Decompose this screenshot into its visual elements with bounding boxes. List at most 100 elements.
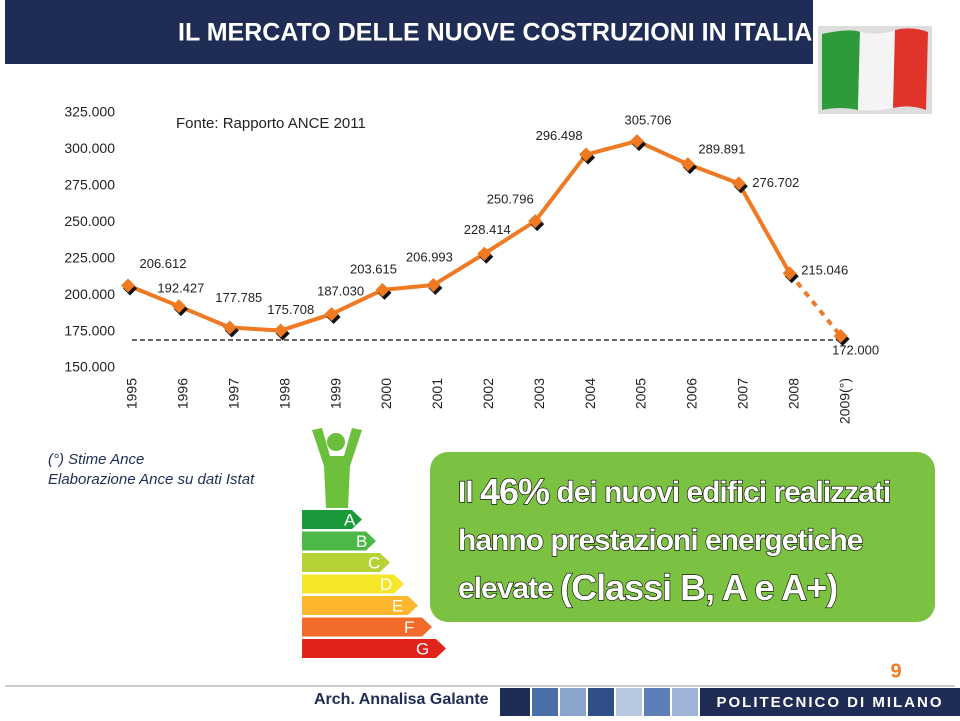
marker bbox=[579, 147, 594, 162]
line-segment bbox=[585, 139, 638, 157]
chart-source: Fonte: Rapporto ANCE 2011 bbox=[176, 115, 366, 132]
energy-letter: G bbox=[416, 639, 429, 658]
marker bbox=[273, 323, 288, 338]
flag bbox=[818, 26, 932, 114]
callout-text: dei nuovi edifici realizzati bbox=[549, 476, 890, 509]
x-tick-label: 2009(°) bbox=[836, 378, 852, 424]
person-icon bbox=[312, 428, 362, 508]
energy-bar bbox=[302, 596, 418, 615]
marker bbox=[171, 299, 186, 314]
footer-squares bbox=[500, 688, 698, 716]
x-tick-label: 1999 bbox=[327, 378, 343, 409]
energy-letter: C bbox=[368, 553, 380, 572]
x-tick-label: 2006 bbox=[684, 378, 700, 409]
callout-line: Il 46% dei nuovi edifici realizzati bbox=[458, 471, 890, 512]
callout-text: (Classi B, A e A+) bbox=[560, 567, 837, 608]
callout: Il 46% dei nuovi edifici realizzati hanno… bbox=[457, 470, 891, 608]
x-tick-label: 1998 bbox=[276, 378, 292, 409]
value-label: 215.046 bbox=[801, 263, 848, 278]
marker bbox=[121, 278, 135, 293]
page-number: 9 bbox=[890, 660, 901, 682]
callout-text: elevate bbox=[458, 572, 560, 605]
line-segment bbox=[229, 325, 281, 333]
callout-text: hanno prestazioni energetiche bbox=[458, 524, 863, 557]
chart: 150.000 175.000 200.000 225.000 250.000 275.0… bbox=[64, 104, 879, 424]
marker bbox=[426, 277, 441, 292]
x-tick-label: 2003 bbox=[531, 378, 547, 409]
value-label: 187.030 bbox=[317, 283, 364, 298]
value-label: 203.615 bbox=[350, 261, 397, 276]
x-tick-label: 2005 bbox=[633, 378, 649, 409]
x-tick-label: 1996 bbox=[175, 378, 191, 409]
x-tick-label: 1997 bbox=[226, 378, 242, 409]
x-tick-label: 1995 bbox=[124, 378, 140, 409]
institution: POLITECNICO DI MILANO bbox=[717, 694, 944, 711]
x-tick-label: 2007 bbox=[735, 378, 751, 409]
energy-letter: E bbox=[392, 596, 403, 615]
value-label: 228.414 bbox=[464, 222, 511, 237]
marker bbox=[375, 282, 390, 297]
marker bbox=[731, 176, 746, 191]
marker bbox=[528, 214, 543, 229]
line-segment bbox=[788, 271, 843, 338]
value-label: 276.702 bbox=[752, 175, 799, 190]
slide-title: IL MERCATO DELLE NUOVE COSTRUZIONI IN IT… bbox=[178, 19, 812, 47]
title-bar bbox=[5, 0, 813, 64]
y-tick-label: 200.000 bbox=[64, 286, 115, 302]
value-label: 192.427 bbox=[157, 281, 204, 296]
line-segment bbox=[432, 252, 486, 287]
callout-box bbox=[430, 452, 935, 622]
value-label: 296.498 bbox=[536, 128, 583, 143]
x-tick-label: 2000 bbox=[378, 378, 394, 409]
line-segment bbox=[330, 288, 384, 316]
energy-bar bbox=[302, 639, 446, 658]
marker bbox=[630, 134, 644, 149]
author: Arch. Annalisa Galante bbox=[314, 691, 489, 708]
energy-bar bbox=[302, 574, 404, 594]
marker bbox=[477, 246, 492, 261]
energy-bar bbox=[302, 531, 376, 551]
value-label: 305.706 bbox=[625, 113, 672, 128]
energy-bar bbox=[302, 510, 362, 529]
energy-letter: A bbox=[344, 510, 356, 529]
marker bbox=[222, 320, 237, 335]
y-tick-label: 150.000 bbox=[64, 359, 115, 375]
value-label: 250.796 bbox=[487, 192, 534, 207]
callout-line: hanno prestazioni energetiche bbox=[458, 524, 863, 557]
value-label: 177.785 bbox=[215, 290, 262, 305]
callout-line: elevate (Classi B, A e A+) bbox=[458, 567, 837, 608]
value-label: 172.000 bbox=[832, 342, 879, 357]
value-label: 175.708 bbox=[267, 302, 314, 317]
line-segment bbox=[483, 219, 537, 256]
line-segment bbox=[533, 153, 588, 223]
y-tick-label: 300.000 bbox=[64, 140, 115, 156]
marker bbox=[782, 266, 797, 281]
note: Elaborazione Ance su dati Istat bbox=[48, 471, 255, 488]
value-label: 289.891 bbox=[698, 142, 745, 157]
energy-letter: D bbox=[380, 575, 392, 594]
y-tick-label: 275.000 bbox=[64, 177, 115, 193]
energy-letter: B bbox=[356, 532, 367, 551]
line-segment bbox=[636, 139, 689, 166]
energy-bar bbox=[302, 553, 390, 572]
line-segment bbox=[382, 282, 434, 292]
line-segment bbox=[737, 182, 792, 275]
x-tick-label: 2008 bbox=[785, 378, 801, 409]
x-tick-label: 2001 bbox=[429, 378, 445, 409]
y-tick-label: 225.000 bbox=[64, 249, 115, 265]
marker bbox=[324, 307, 339, 322]
marker bbox=[680, 157, 695, 172]
line-segment bbox=[280, 312, 333, 333]
marker bbox=[833, 328, 848, 343]
footer-bar bbox=[700, 688, 960, 716]
y-tick-label: 175.000 bbox=[64, 322, 115, 338]
value-label: 206.993 bbox=[406, 249, 453, 264]
y-tick-label: 250.000 bbox=[64, 213, 115, 229]
line-segment bbox=[178, 304, 231, 330]
x-tick-label: 2002 bbox=[480, 378, 496, 409]
y-tick-label: 325.000 bbox=[64, 104, 115, 120]
x-tick-label: 2004 bbox=[582, 378, 598, 409]
energy-letter: F bbox=[404, 618, 414, 637]
